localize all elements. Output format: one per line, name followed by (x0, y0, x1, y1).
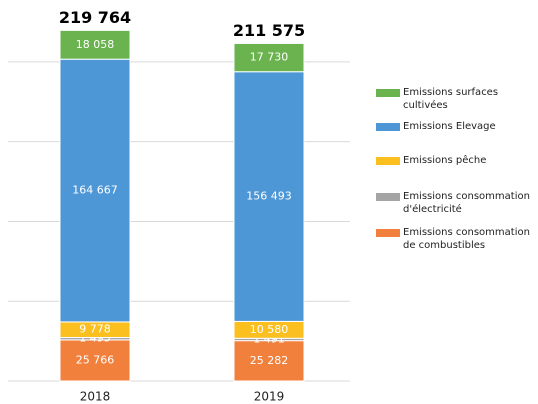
bar-segment (233, 340, 305, 382)
value-label: 9 778 (79, 323, 111, 336)
value-label: 17 730 (250, 51, 289, 64)
total-label: 219 764 (59, 8, 131, 27)
total-label: 211 575 (233, 21, 305, 40)
legend-item: Emissions surfaces cultivées (376, 86, 536, 112)
legend-item: Emissions Elevage (376, 120, 496, 133)
legend-item: Emissions pêche (376, 154, 486, 167)
legend-swatch (376, 193, 400, 201)
legend-item: Emissions consommation de combustibles (376, 226, 536, 252)
value-label: 156 493 (246, 190, 292, 203)
legend-label: Emissions consommation d'électricité (403, 191, 530, 215)
bar-segment (59, 29, 131, 60)
legend-swatch (376, 157, 400, 165)
x-tick-label: 2018 (80, 390, 111, 404)
bar-segment (59, 339, 131, 382)
legend-swatch (376, 123, 400, 131)
legend-label: Emissions consommation de combustibles (403, 227, 530, 251)
legend-label: Emissions surfaces cultivées (403, 87, 499, 111)
value-label: 25 766 (76, 353, 115, 366)
legend-swatch (376, 229, 400, 237)
value-label: 18 058 (76, 38, 115, 51)
value-label: 164 667 (72, 184, 118, 197)
value-label: 10 580 (250, 323, 289, 336)
legend-item: Emissions consommation d'électricité (376, 190, 536, 216)
legend-swatch (376, 89, 400, 97)
bar-segment (233, 71, 305, 322)
legend-label: Emissions Elevage (403, 121, 496, 132)
bar-segment (233, 42, 305, 73)
x-tick-label: 2019 (254, 390, 285, 404)
legend-label: Emissions pêche (403, 155, 487, 166)
value-label: 25 282 (250, 354, 289, 367)
